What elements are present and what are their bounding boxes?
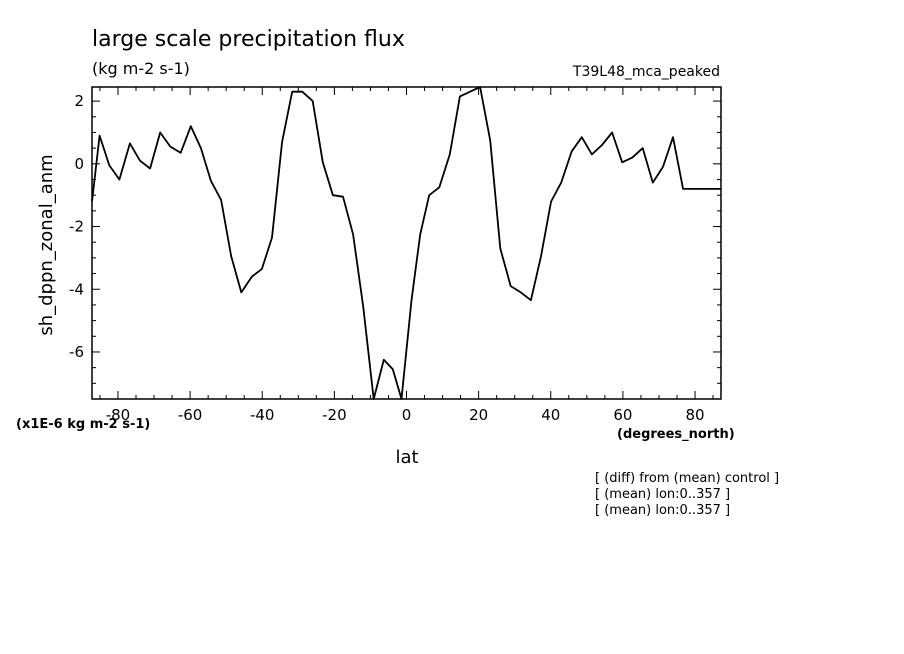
x-tick-label: 80 [685,406,704,424]
x-units: (degrees_north) [617,427,735,442]
note-line-3: [ (mean) lon:0..357 ] [595,503,730,518]
y-axis-label: sh_dppn_zonal_anm [36,154,57,335]
series-line [91,86,721,400]
axis-ticks [92,87,721,399]
chart-title: large scale precipitation flux [92,27,405,52]
x-tick-label: -20 [322,406,347,424]
x-tick-label: 40 [541,406,560,424]
x-tick-label: -60 [178,406,203,424]
chart-units: (kg m-2 s-1) [92,59,190,78]
x-tick-label: 20 [469,406,488,424]
y-tick-label: 2 [74,92,84,110]
y-tick-label: -2 [69,218,84,236]
x-tick-label: 60 [613,406,632,424]
y-tick-labels: -6 -4 -2 0 2 [69,92,84,361]
y-tick-label: 0 [74,155,84,173]
y-scale-note: (x1E-6 kg m-2 s-1) [16,417,150,432]
x-axis-label: lat [395,447,418,468]
x-tick-label: -80 [106,406,131,424]
note-line-2: [ (mean) lon:0..357 ] [595,487,730,502]
note-line-1: [ (diff) from (mean) control ] [595,471,779,486]
x-tick-label: 0 [402,406,412,424]
x-tick-label: -40 [250,406,275,424]
y-tick-label: -6 [69,343,84,361]
y-tick-label: -4 [69,280,84,298]
run-label: T39L48_mca_peaked [572,64,720,80]
x-tick-labels: -80 -60 -40 -20 0 20 40 60 80 [106,406,705,424]
